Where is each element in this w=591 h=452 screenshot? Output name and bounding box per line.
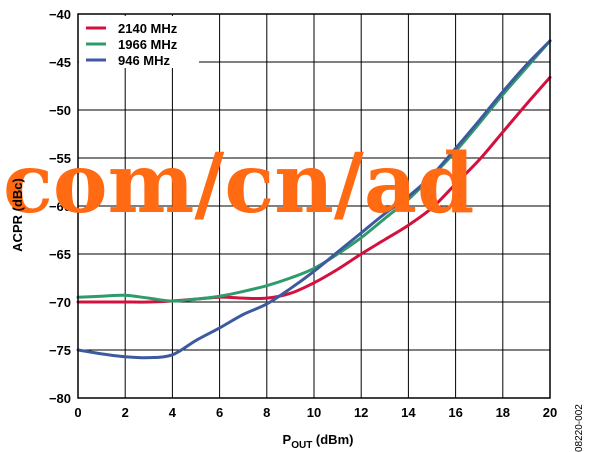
x-tick-label: 20 bbox=[543, 405, 557, 420]
x-axis-label: POUT (dBm) bbox=[283, 432, 354, 451]
y-tick-labels: −40 −45 −50 −55 −60 −65 −70 −75 −80 bbox=[49, 7, 71, 406]
x-axis-label-main: P bbox=[283, 432, 292, 447]
y-tick-label: −80 bbox=[49, 391, 71, 406]
x-tick-label: 4 bbox=[169, 405, 177, 420]
x-tick-labels: 0 2 4 6 8 10 12 14 16 18 20 bbox=[74, 405, 557, 420]
x-tick-label: 12 bbox=[354, 405, 368, 420]
legend-label: 2140 MHz bbox=[118, 21, 178, 36]
y-tick-label: −45 bbox=[49, 55, 71, 70]
x-axis-label-subscript: OUT bbox=[291, 440, 312, 451]
x-tick-label: 2 bbox=[122, 405, 129, 420]
y-tick-label: −50 bbox=[49, 103, 71, 118]
x-tick-label: 8 bbox=[263, 405, 270, 420]
series-line bbox=[76, 75, 552, 304]
y-tick-label: −60 bbox=[49, 199, 71, 214]
y-tick-label: −70 bbox=[49, 295, 71, 310]
legend-label: 1966 MHz bbox=[118, 37, 178, 52]
x-tick-label: 0 bbox=[74, 405, 81, 420]
plot-frame bbox=[77, 13, 551, 399]
legend-label: 946 MHz bbox=[118, 53, 171, 68]
watermark: com/cn/ad bbox=[3, 136, 474, 232]
x-tick-label: 18 bbox=[496, 405, 510, 420]
x-tick-label: 6 bbox=[216, 405, 223, 420]
y-tick-label: −65 bbox=[49, 247, 71, 262]
series-line bbox=[76, 39, 552, 303]
y-tick-label: −75 bbox=[49, 343, 71, 358]
series-lines bbox=[76, 39, 552, 360]
y-axis-label: ACPR (dBc) bbox=[10, 178, 25, 252]
x-tick-label: 14 bbox=[401, 405, 416, 420]
y-tick-label: −40 bbox=[49, 7, 71, 22]
x-tick-label: 16 bbox=[448, 405, 462, 420]
figure-id: 08220-002 bbox=[574, 404, 585, 452]
y-tick-label: −55 bbox=[49, 151, 71, 166]
series-line bbox=[76, 39, 552, 360]
x-tick-label: 10 bbox=[307, 405, 321, 420]
x-axis-label-unit: (dBm) bbox=[312, 432, 353, 447]
